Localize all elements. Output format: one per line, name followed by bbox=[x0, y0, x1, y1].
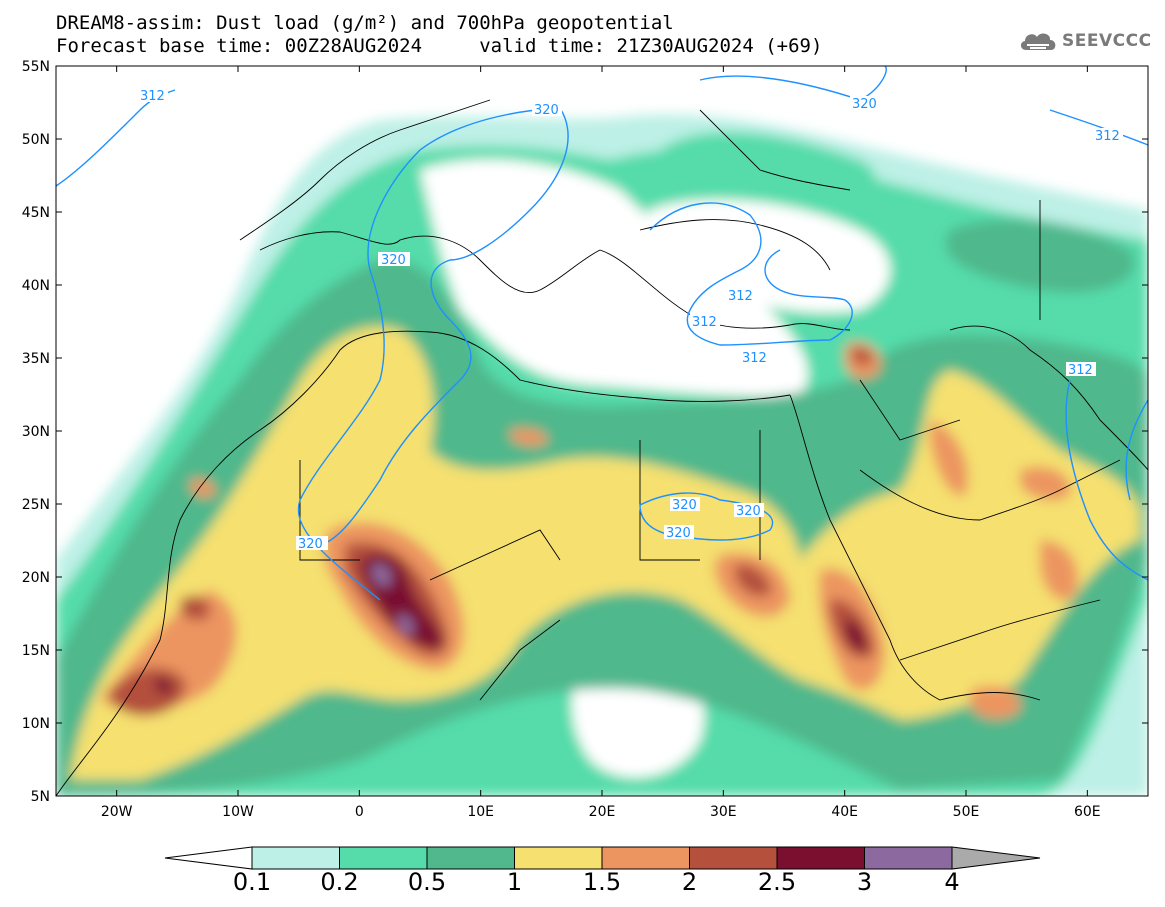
contour-labels: 312 320 320 312 320 312 312 312 320 320 … bbox=[138, 88, 1123, 552]
colorbar-swatch bbox=[689, 846, 778, 870]
contour-label: 320 bbox=[534, 103, 559, 118]
cloud-logo-icon bbox=[1020, 33, 1056, 50]
lat-tick-label: 25N bbox=[22, 497, 50, 513]
contour-label: 312 bbox=[1095, 129, 1120, 144]
lon-tick-label: 40E bbox=[831, 804, 858, 820]
lat-tick-label: 30N bbox=[22, 424, 50, 440]
lat-tick-label: 20N bbox=[22, 570, 50, 586]
contour-label: 320 bbox=[672, 498, 697, 513]
lat-tick-label: 45N bbox=[22, 205, 50, 221]
contour-label: 320 bbox=[381, 253, 406, 268]
logo-text: SEEVCCC bbox=[1062, 31, 1152, 51]
colorbar-tick-label: 1.5 bbox=[582, 868, 622, 896]
colorbar bbox=[164, 846, 1041, 870]
contour-label: 312 bbox=[692, 315, 717, 330]
colorbar-swatch bbox=[776, 846, 865, 870]
dust-field bbox=[56, 66, 1148, 796]
contour-label: 312 bbox=[1068, 363, 1093, 378]
lat-tick-label: 15N bbox=[22, 643, 50, 659]
lat-tick-label: 35N bbox=[22, 351, 50, 367]
lon-tick-label: 10W bbox=[222, 804, 254, 820]
lon-tick-label: 20W bbox=[101, 804, 133, 820]
colorbar-tick-label: 0.5 bbox=[407, 868, 447, 896]
seevccc-logo: SEEVCCC bbox=[1018, 26, 1152, 56]
lat-tick-label: 5N bbox=[31, 789, 50, 805]
contour-label: 312 bbox=[742, 351, 767, 366]
colorbar-over-arrow bbox=[951, 846, 1041, 870]
colorbar-swatch bbox=[601, 846, 690, 870]
colorbar-swatch bbox=[339, 846, 428, 870]
contour-label: 320 bbox=[736, 504, 761, 519]
colorbar-tick-label: 2.5 bbox=[757, 868, 797, 896]
longitude-axis: 20W 10W 0 10E 20E 30E 40E 50E 60E bbox=[101, 66, 1101, 820]
lon-tick-label: 50E bbox=[953, 804, 980, 820]
colorbar-swatch bbox=[864, 846, 953, 870]
lat-tick-label: 50N bbox=[22, 132, 50, 148]
contour-label: 312 bbox=[140, 89, 165, 104]
lat-tick-label: 40N bbox=[22, 278, 50, 294]
map-title: DREAM8-assim: Dust load (g/m²) and 700hP… bbox=[56, 12, 674, 34]
colorbar-tick-label: 0.1 bbox=[232, 868, 272, 896]
colorbar-tick-label: 4 bbox=[944, 868, 960, 896]
colorbar-swatch bbox=[251, 846, 340, 870]
forecast-time-subtitle: Forecast base time: 00Z28AUG2024 valid t… bbox=[56, 35, 823, 57]
lon-tick-label: 0 bbox=[355, 804, 364, 820]
contour-label: 312 bbox=[728, 289, 753, 304]
lat-tick-label: 10N bbox=[22, 716, 50, 732]
colorbar-tick-label: 0.2 bbox=[320, 868, 359, 896]
latitude-axis: 55N 50N 45N 40N 35N 30N 25N 20N 15N 10N 5N bbox=[22, 59, 1148, 805]
coastlines bbox=[56, 99, 1148, 796]
colorbar-tick-label: 3 bbox=[856, 868, 873, 896]
colorbar-tick-label: 1 bbox=[506, 868, 523, 896]
colorbar-swatch bbox=[514, 846, 603, 870]
lon-tick-label: 20E bbox=[589, 804, 616, 820]
lon-tick-label: 60E bbox=[1074, 804, 1101, 820]
colorbar-tick-label: 2 bbox=[681, 868, 698, 896]
contour-label: 320 bbox=[852, 97, 877, 112]
contour-label: 320 bbox=[298, 537, 323, 552]
lon-tick-label: 10E bbox=[467, 804, 494, 820]
lon-tick-label: 30E bbox=[710, 804, 737, 820]
lat-tick-label: 55N bbox=[22, 59, 50, 75]
contour-label: 320 bbox=[666, 526, 691, 541]
colorbar-swatch bbox=[426, 846, 515, 870]
colorbar-under-arrow bbox=[164, 846, 253, 870]
